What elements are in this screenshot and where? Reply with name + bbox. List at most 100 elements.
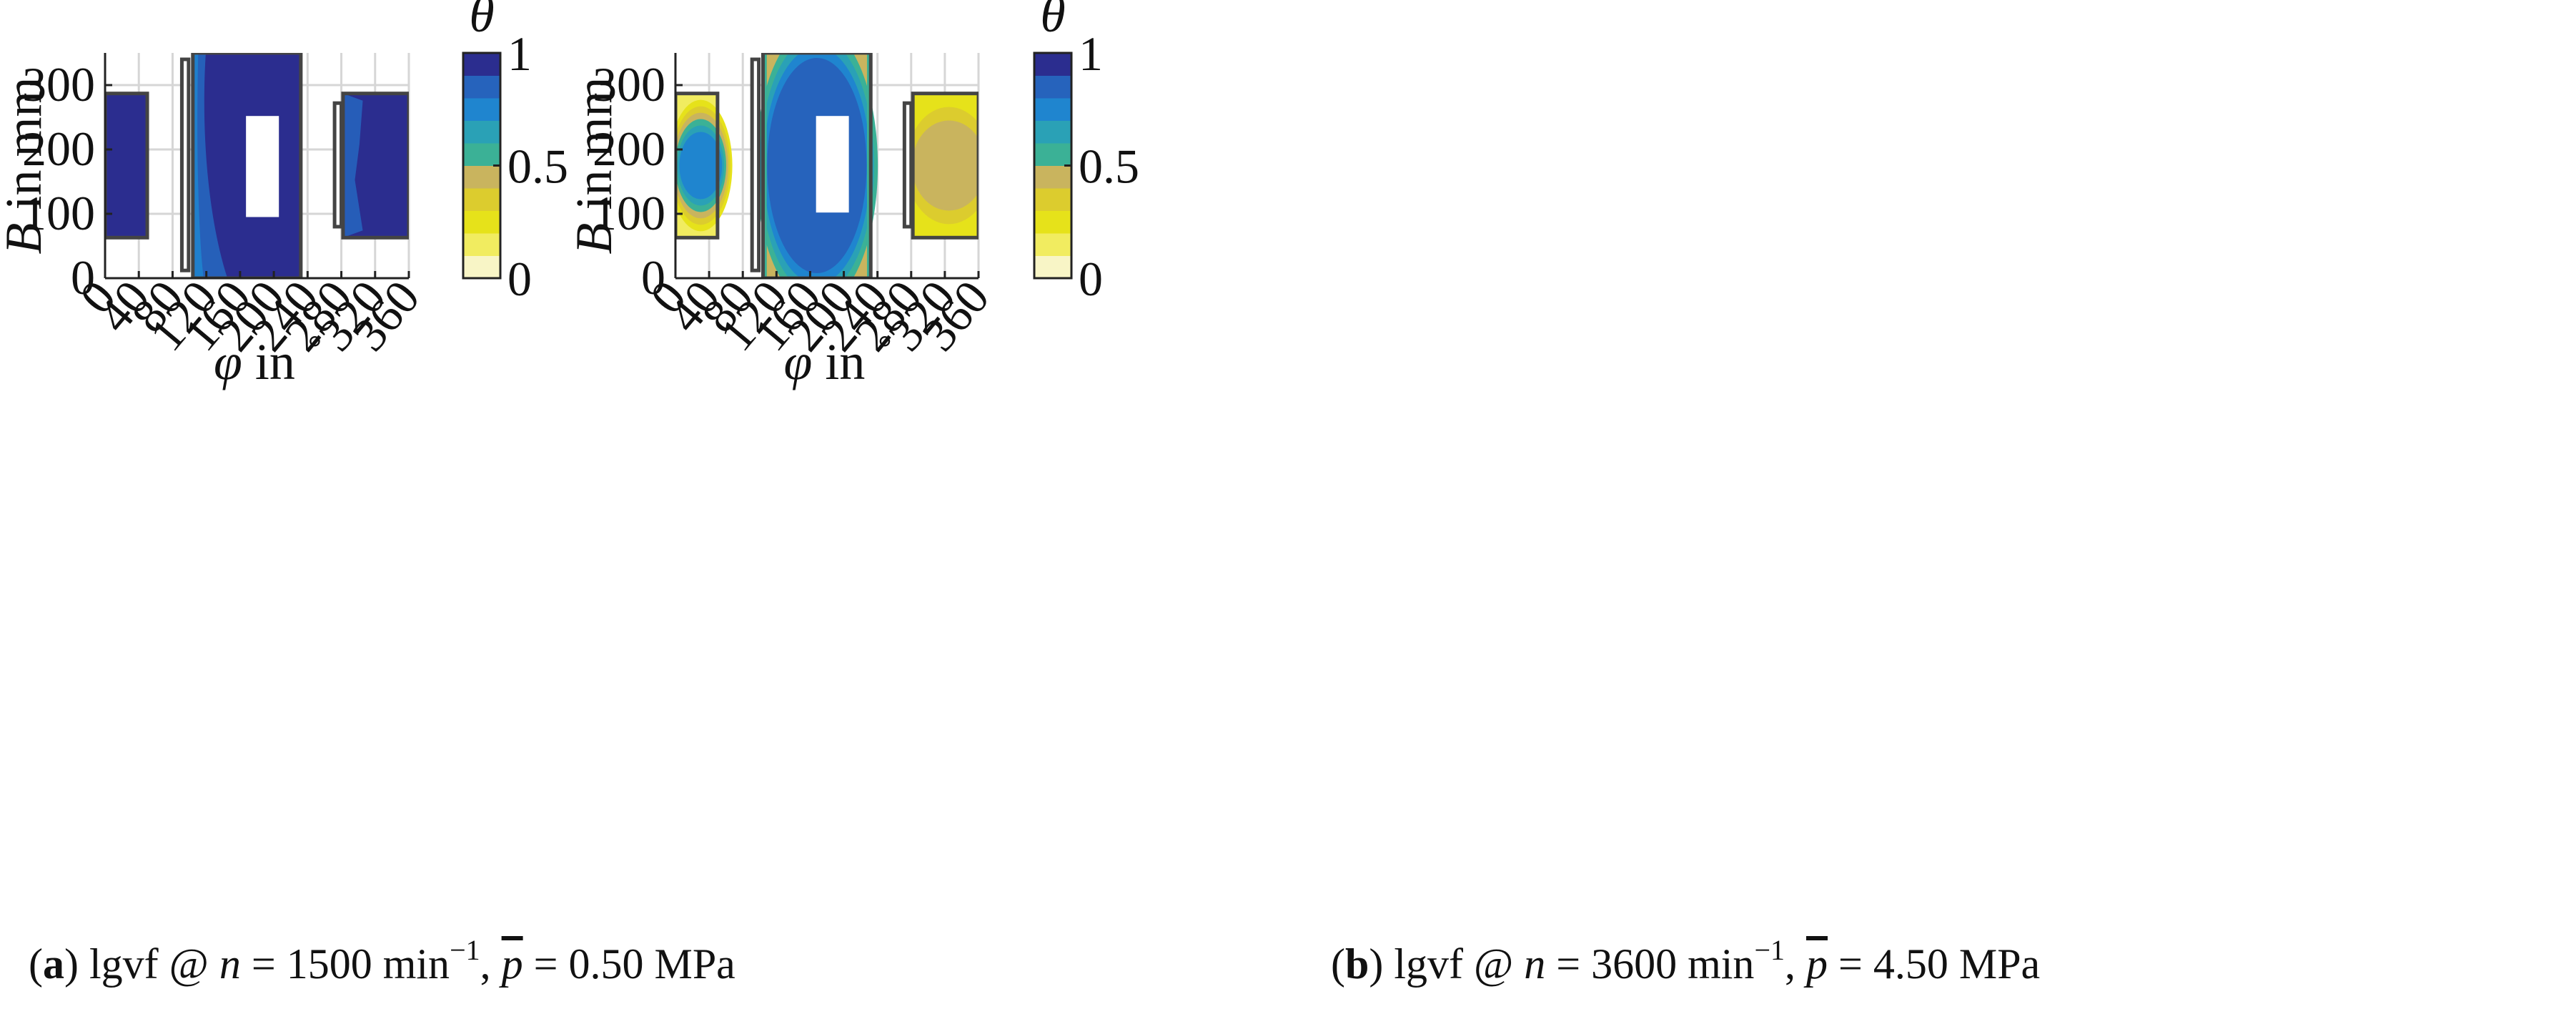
pad-center-right-strip	[866, 53, 871, 278]
x-axis-text-b: in	[812, 333, 878, 390]
pad-center-left-strip	[763, 53, 767, 278]
colorbar-tick-label-0: 0	[507, 252, 532, 306]
caption-a: (a) lgvf @ n = 1500 min−1, p = 0.50 MPa	[29, 934, 735, 988]
pad-right-level-5	[912, 120, 979, 211]
pad-right-edge-band	[342, 93, 363, 238]
colorbar-level-3	[1034, 210, 1071, 234]
caption-a-speed: = 1500 min	[241, 940, 450, 988]
caption-b-text: (b) lgvf @ n = 3600 min−1, p = 4.50 MPa	[1331, 934, 2040, 988]
pad-left-level-8	[679, 132, 723, 200]
colorbar-level-3	[463, 210, 500, 234]
y-axis-symbol-b: B	[565, 223, 623, 255]
caption-a-p: p	[499, 940, 523, 988]
y-axis-text-a: in mm	[0, 77, 52, 223]
caption-b-close: )	[1369, 940, 1383, 988]
caption-a-close: )	[64, 940, 79, 988]
groove-right-a	[332, 101, 344, 229]
caption-b-n: n	[1524, 940, 1545, 988]
groove-left-a	[179, 57, 191, 272]
pad-left-fill	[105, 93, 148, 238]
colorbar-level-2	[1034, 233, 1071, 256]
caption-a-n: n	[219, 940, 241, 988]
pad-center-frame	[761, 53, 873, 278]
x-axis-symbol-a: φ	[214, 333, 242, 390]
x-axis-label-b: φ in °	[783, 329, 891, 390]
pads-a	[105, 53, 409, 278]
colorbar-level-7	[1034, 120, 1071, 144]
caption-b-lgvf: lgvf @	[1383, 940, 1524, 988]
colorbar-level-1	[1034, 255, 1071, 279]
x-axis-unit-b: °	[878, 329, 891, 367]
pads-b	[675, 53, 979, 278]
pad-left-b	[675, 92, 733, 240]
pad-center-hole	[246, 116, 279, 217]
caption-b: (b) lgvf @ n = 3600 min−1, p = 4.50 MPa	[1331, 934, 2040, 988]
pad-left-frame	[105, 92, 149, 240]
colorbar-level-8	[463, 98, 500, 121]
caption-a-lgvf: lgvf @	[79, 940, 219, 988]
colorbar-title-b: θ	[1040, 0, 1065, 43]
caption-a-comma: ,	[480, 940, 502, 988]
y-axis-text-b: in mm	[565, 77, 623, 223]
pad-center-frame	[191, 53, 303, 278]
y-axis-label-b: B in mm	[565, 77, 623, 255]
caption-a-open: (	[29, 940, 43, 988]
caption-b-comma: ,	[1785, 940, 1806, 988]
caption-b-open: (	[1331, 940, 1345, 988]
pad-left-frame	[675, 92, 720, 240]
x-axis-label-a: φ in °	[214, 329, 322, 390]
caption-a-exponent: −1	[450, 934, 480, 966]
y-tick-label-300: 300	[22, 57, 95, 112]
colorbar-level-9	[463, 75, 500, 99]
caption-a-letter: a	[43, 940, 64, 988]
caption-a-text: (a) lgvf @ n = 1500 min−1, p = 0.50 MPa	[29, 934, 735, 988]
colorbar-level-4	[1034, 188, 1071, 211]
colorbar-tick-label-1: 0.5	[1079, 139, 1139, 194]
y-tick-label-300: 300	[593, 57, 665, 112]
caption-b-pressure: = 4.50 MPa	[1828, 940, 2040, 988]
caption-b-speed: = 3600 min	[1545, 940, 1754, 988]
colorbar-b: θ 0 0.5 1	[1033, 0, 1139, 306]
x-axis-symbol-b: φ	[783, 333, 812, 390]
colorbar-level-10	[1034, 53, 1071, 76]
x-axis-text-a: in	[242, 333, 308, 390]
y-tick-label-0: 0	[641, 250, 665, 305]
colorbar-level-10	[463, 53, 500, 76]
groove-right-b	[902, 101, 913, 229]
colorbar-level-6	[1034, 143, 1071, 166]
caption-b-p: p	[1803, 940, 1828, 988]
y-axis-symbol-a: B	[0, 223, 52, 255]
pad-center-hole	[816, 116, 849, 213]
caption-b-letter: b	[1345, 940, 1369, 988]
colorbar-a: θ 0 0.5 1	[462, 0, 568, 306]
x-axis-unit-a: °	[308, 329, 322, 367]
y-tick-label-0: 0	[71, 250, 95, 305]
colorbar-level-5	[1034, 165, 1071, 189]
y-tick-label-200: 200	[593, 122, 665, 176]
colorbar-level-5	[463, 165, 500, 189]
caption-b-exponent: −1	[1754, 934, 1785, 966]
caption-a-pressure: = 0.50 MPa	[523, 940, 735, 988]
y-tick-label-100: 100	[593, 186, 665, 240]
y-axis-label-a: B in mm	[0, 77, 52, 255]
colorbar-level-9	[1034, 75, 1071, 99]
y-tick-label-200: 200	[22, 122, 95, 176]
y-tick-label-100: 100	[22, 186, 95, 240]
colorbar-level-8	[1034, 98, 1071, 121]
pad-center-edge-band	[192, 53, 228, 278]
colorbar-level-4	[463, 188, 500, 211]
colorbar-tick-label-0: 0	[1079, 252, 1103, 306]
pad-right-a	[341, 92, 409, 240]
pad-left-a	[105, 92, 149, 240]
pad-center-edge-strip	[192, 53, 204, 278]
colorbar-tick-label-2: 1	[507, 26, 532, 81]
colorbar-title-a: θ	[469, 0, 494, 43]
colorbar-level-2	[463, 233, 500, 256]
colorbar-tick-label-2: 1	[1079, 26, 1103, 81]
colorbar-level-6	[463, 143, 500, 166]
colorbar-level-7	[463, 120, 500, 144]
groove-left-b	[750, 57, 761, 272]
